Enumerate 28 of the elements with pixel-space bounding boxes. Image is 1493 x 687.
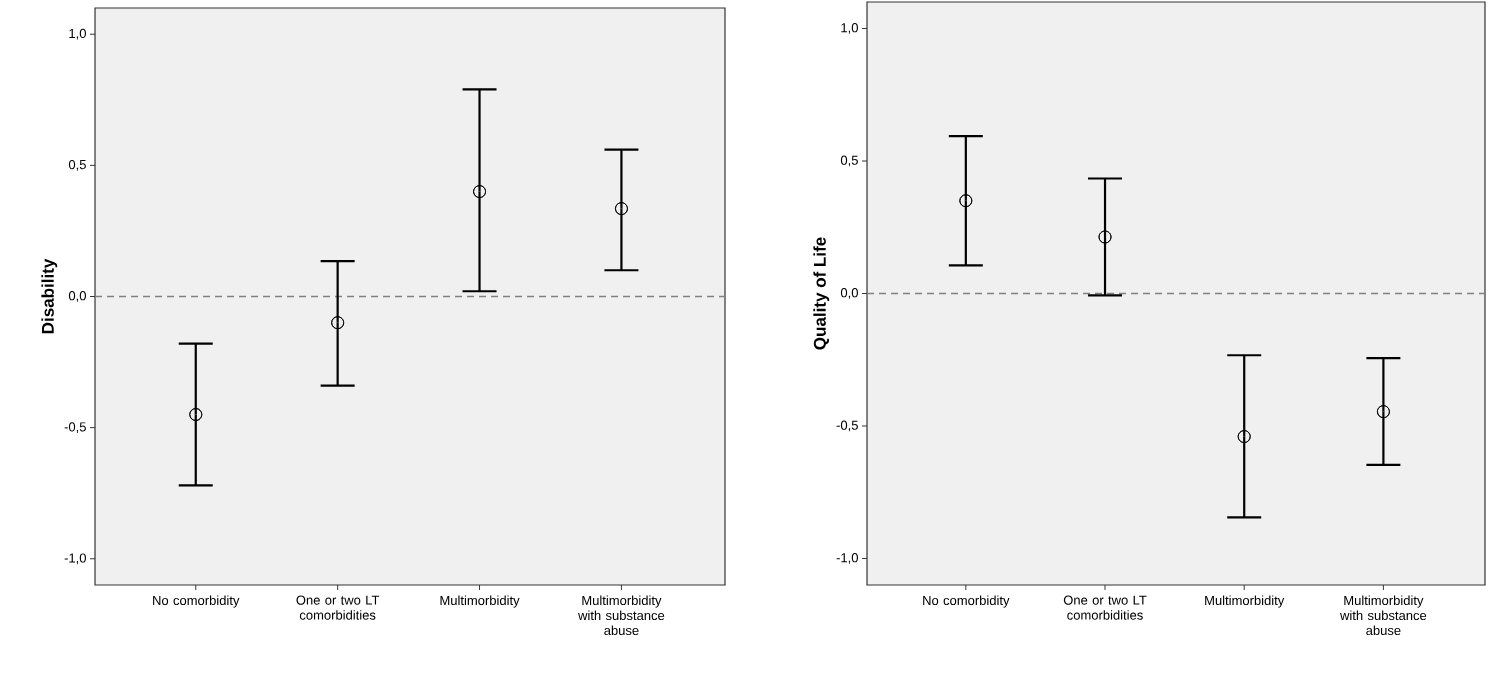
y-tick-label: -0,5 [64,422,86,433]
x-tick-label: Multimorbidity with substance abuse [1340,595,1427,636]
x-tick-label: One or two LT comorbidities [1063,595,1147,620]
y-tick-label: -1,0 [836,553,858,564]
x-tick-label: No comorbidity [923,595,1010,608]
point [189,408,203,421]
y-tick-label: 0,5 [840,155,858,167]
y-tick-label: -0,5 [836,420,858,432]
x-tick-label: Multimorbidity with substance abuse [578,595,665,636]
y-tick-label: 0,0 [840,288,858,299]
y-tick-label: 0,0 [68,291,86,302]
y-axis-title: Quality of Life [813,237,830,350]
x-tick-label: No comorbidity [153,595,240,608]
x-tick-label: Multimorbidity [440,595,520,608]
point [959,194,973,208]
y-tick-label: 1,0 [69,28,86,40]
y-tick-label: 0,5 [68,159,86,171]
y-axis-title: Disability [41,258,58,334]
point [473,185,486,199]
point [614,202,628,216]
point [1376,405,1390,419]
point [331,316,345,330]
point [1098,230,1112,244]
x-tick-label: One or two LT comorbidities [296,595,380,620]
x-tick-label: Multimorbidity [1205,595,1285,608]
point [1237,430,1251,444]
y-tick-label: 1,0 [841,23,858,34]
y-tick-label: -1,0 [64,553,86,565]
